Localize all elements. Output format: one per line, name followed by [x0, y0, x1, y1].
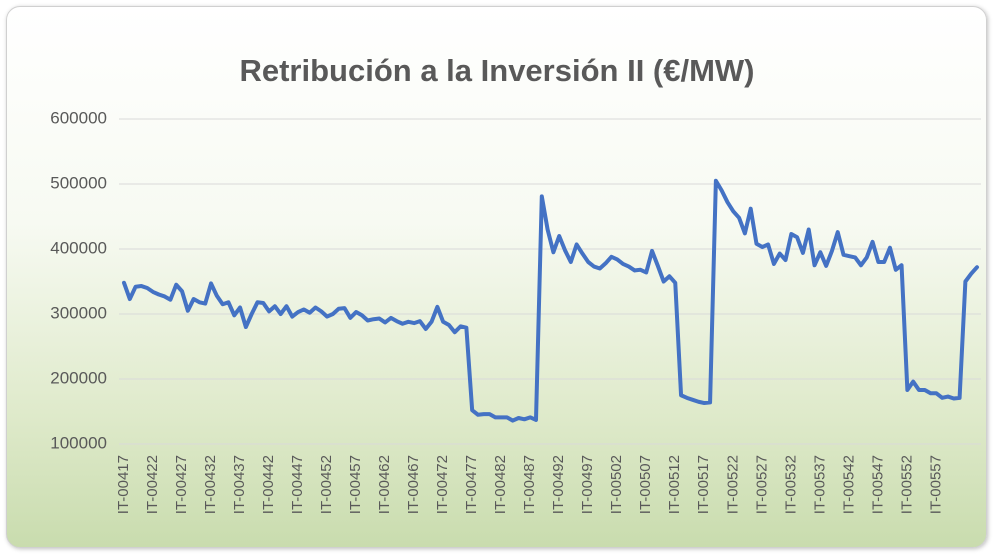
- x-tick-label: IT-00457: [347, 455, 364, 514]
- y-tick-label: 200000: [50, 368, 107, 387]
- y-tick-label: 500000: [50, 173, 107, 192]
- x-tick-label: IT-00492: [550, 455, 567, 514]
- x-tick-label: IT-00447: [289, 455, 306, 514]
- x-tick-label: IT-00522: [724, 455, 741, 514]
- x-tick-label: IT-00497: [579, 455, 596, 514]
- x-tick-label: IT-00442: [260, 455, 277, 514]
- x-tick-label: IT-00427: [173, 455, 190, 514]
- x-tick-label: IT-00547: [869, 455, 886, 514]
- x-tick-label: IT-00542: [840, 455, 857, 514]
- y-tick-label: 100000: [50, 433, 107, 452]
- x-tick-label: IT-00507: [637, 455, 654, 514]
- x-tick-label: IT-00477: [463, 455, 480, 514]
- x-tick-label: IT-00417: [115, 455, 132, 514]
- x-tick-label: IT-00452: [318, 455, 335, 514]
- chart-title: Retribución a la Inversión II (€/MW): [239, 53, 754, 88]
- x-tick-label: IT-00517: [695, 455, 712, 514]
- x-tick-label: IT-00432: [202, 455, 219, 514]
- x-tick-label: IT-00487: [521, 455, 538, 514]
- x-tick-label: IT-00437: [231, 455, 248, 514]
- data-line: [122, 178, 979, 423]
- y-tick-label: 300000: [50, 303, 107, 322]
- x-tick-label: IT-00502: [608, 455, 625, 514]
- x-tick-label: IT-00472: [434, 455, 451, 514]
- x-tick-label: IT-00537: [811, 455, 828, 514]
- x-tick-label: IT-00512: [666, 455, 683, 514]
- x-tick-label: IT-00462: [376, 455, 393, 514]
- y-tick-label: 600000: [50, 108, 107, 127]
- x-tick-label: IT-00482: [492, 455, 509, 514]
- x-tick-label: IT-00552: [898, 455, 915, 514]
- x-tick-label: IT-00557: [927, 455, 944, 514]
- x-tick-label: IT-00422: [144, 455, 161, 514]
- y-tick-label: 400000: [50, 238, 107, 257]
- x-tick-label: IT-00527: [753, 455, 770, 514]
- x-tick-label: IT-00467: [405, 455, 422, 514]
- chart: Retribución a la Inversión II (€/MW) 100…: [50, 53, 981, 514]
- x-tick-label: IT-00532: [782, 455, 799, 514]
- chart-card: Retribución a la Inversión II (€/MW) 100…: [6, 6, 987, 548]
